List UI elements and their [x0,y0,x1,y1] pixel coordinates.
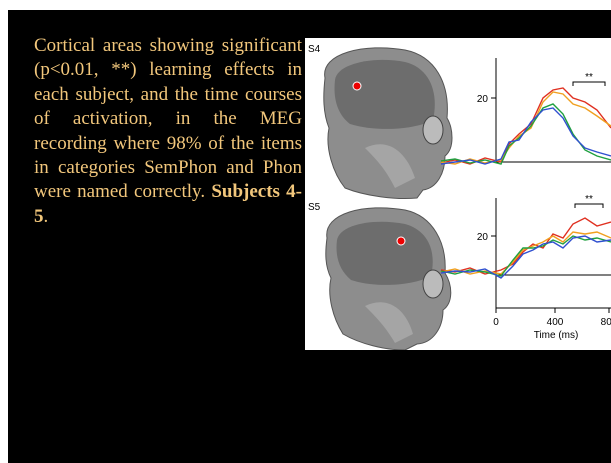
panel-label: S4 [308,44,321,55]
y-tick-label: 20 [477,232,489,243]
x-tick-label: 400 [547,317,564,328]
x-tick-label: 800 [601,317,611,328]
panel-label: S5 [308,202,321,213]
head-image [326,208,451,350]
caption: Cortical areas showing significant (p<0.… [34,34,302,229]
significance: ** [585,72,593,83]
x-tick-label: 0 [493,317,499,328]
significance: ** [585,194,593,205]
slide: Cortical areas showing significant (p<0.… [8,10,611,463]
y-tick-label: 20 [477,94,489,105]
head-image [324,48,452,199]
caption-end: . [44,206,49,227]
figure: S4 S5 20 ** 20 [305,38,611,350]
caption-text: Cortical areas showing significant (p<0.… [34,35,302,202]
x-axis-label: Time (ms) [534,330,579,341]
